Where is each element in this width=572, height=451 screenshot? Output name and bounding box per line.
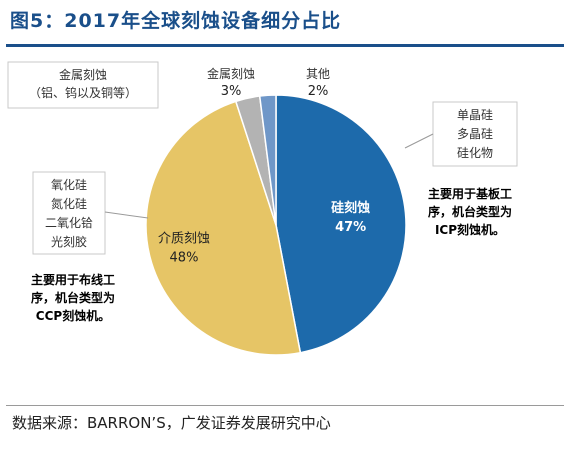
silicon-note-line: ICP刻蚀机。	[435, 222, 505, 237]
silicon-materials-box	[432, 101, 518, 167]
dielectric-materials-line: 氮化硅	[51, 196, 87, 211]
slice-percent-1: 48%	[170, 251, 199, 266]
dielectric-materials-line: 氧化硅	[51, 178, 87, 192]
slice-label-0: 硅刻蚀	[331, 200, 370, 216]
metal-materials-box	[7, 61, 159, 109]
page-title: 图5：2017年全球刻蚀设备细分占比	[10, 10, 342, 32]
silicon-materials-line: 硅化物	[457, 146, 493, 160]
title-rule	[6, 44, 564, 47]
dielectric-note-line: 序，机台类型为	[31, 290, 115, 305]
dielectric-note-line: CCP刻蚀机。	[36, 308, 110, 323]
pie-slice-3	[258, 94, 277, 226]
pie-slice-0	[275, 94, 407, 354]
slice-percent-3: 2%	[308, 84, 329, 99]
silicon-materials-line: 多晶硅	[457, 127, 493, 141]
dielectric-materials-box	[32, 171, 106, 255]
slice-label-1: 介质刻蚀	[158, 232, 210, 247]
silicon-note-line: 序，机台类型为	[428, 204, 512, 219]
dielectric-leader	[104, 211, 149, 219]
slice-percent-0: 47%	[335, 220, 366, 235]
dielectric-materials-line: 光刻胶	[51, 234, 87, 249]
silicon-note-line: 主要用于基板工	[428, 186, 512, 201]
source-note: 数据来源：BARRON’S，广发证券发展研究中心	[12, 414, 331, 432]
slice-percent-2: 3%	[221, 84, 242, 99]
silicon-materials-line: 单晶硅	[457, 108, 493, 122]
metal-materials-line: （铝、钨以及铜等）	[29, 85, 137, 100]
dielectric-materials-line: 二氧化铪	[45, 215, 93, 230]
slice-label-2: 金属刻蚀	[207, 66, 255, 81]
silicon-leader	[404, 133, 434, 149]
pie-slice-1	[145, 100, 302, 356]
footer-rule	[6, 405, 564, 406]
dielectric-note-line: 主要用于布线工	[31, 272, 115, 287]
metal-materials-line: 金属刻蚀	[59, 67, 107, 82]
slice-label-3: 其他	[306, 67, 330, 81]
